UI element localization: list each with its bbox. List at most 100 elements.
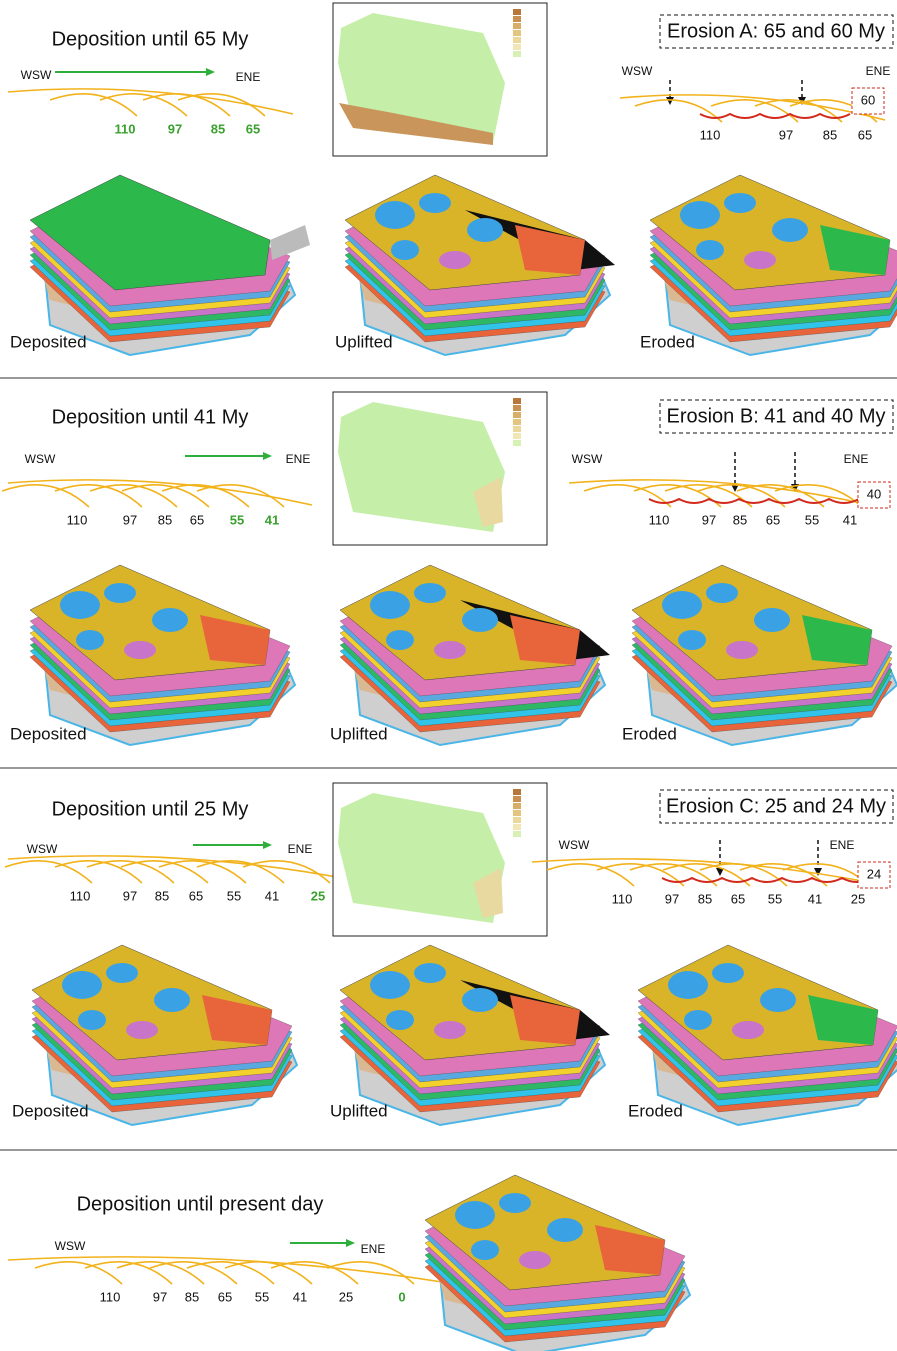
legend-swatch — [513, 789, 521, 795]
age-label: 25 — [311, 888, 325, 903]
age-label: 110 — [67, 512, 88, 527]
outcrop — [510, 615, 580, 665]
section-title: Deposition until present day — [77, 1193, 324, 1215]
age-label: 97 — [779, 127, 793, 142]
outcrop — [680, 201, 720, 229]
strata-line — [711, 100, 798, 122]
model-3d — [632, 565, 897, 745]
age-label: 97 — [153, 1289, 167, 1304]
model-3d — [340, 945, 610, 1125]
outcrop — [62, 971, 102, 999]
outcrop — [515, 225, 585, 275]
legend-swatch — [513, 412, 521, 418]
outcrop — [386, 1010, 414, 1030]
figure: Deposition until 65 MyWSWENE110978565Ero… — [0, 0, 897, 1351]
age-label: 85 — [698, 891, 712, 906]
outcrop — [76, 630, 104, 650]
outcrop — [126, 1021, 158, 1039]
wsw-label: WSW — [572, 452, 603, 466]
outcrop — [712, 963, 744, 983]
outcrop — [370, 971, 410, 999]
age-label: 97 — [702, 512, 716, 527]
strata-line — [532, 859, 878, 884]
legend-swatch — [513, 398, 521, 404]
strata-line — [35, 1262, 122, 1284]
legend-swatch — [513, 405, 521, 411]
age-label: 65 — [218, 1289, 232, 1304]
outcrop — [370, 591, 410, 619]
age-label: 25 — [851, 891, 865, 906]
ene-label: ENE — [236, 70, 261, 84]
outcrop — [547, 1218, 583, 1242]
legend-swatch — [513, 426, 521, 432]
model-label: Eroded — [640, 332, 695, 351]
age-label: 85 — [733, 512, 747, 527]
wsw-label: WSW — [21, 68, 52, 82]
model-label: Uplifted — [335, 332, 393, 351]
outcrop — [455, 1201, 495, 1229]
legend-swatch — [513, 9, 521, 15]
age-label: 110 — [70, 888, 91, 903]
legend-swatch — [513, 419, 521, 425]
outcrop — [414, 963, 446, 983]
value-box-label: 24 — [867, 866, 881, 881]
strata-line — [2, 485, 89, 507]
age-label: 97 — [168, 121, 182, 136]
model-label: Uplifted — [330, 1101, 388, 1120]
age-label: 65 — [731, 891, 745, 906]
outcrop — [439, 251, 471, 269]
strata-line — [327, 1262, 414, 1284]
model-label: Deposited — [12, 1101, 89, 1120]
age-label: 110 — [612, 891, 633, 906]
outcrop — [668, 971, 708, 999]
wsw-label: WSW — [622, 64, 653, 78]
outcrop — [414, 583, 446, 603]
outcrop — [78, 1010, 106, 1030]
erosion-title: Erosion B: 41 and 40 My — [666, 405, 885, 427]
ene-label: ENE — [844, 452, 869, 466]
outcrop — [386, 630, 414, 650]
age-label: 85 — [211, 121, 225, 136]
outcrop — [124, 641, 156, 659]
model-label: Deposited — [10, 724, 87, 743]
outcrop — [808, 995, 878, 1045]
age-label: 85 — [158, 512, 172, 527]
outcrop — [820, 225, 890, 275]
outcrop — [467, 218, 503, 242]
model-label: Eroded — [622, 724, 677, 743]
age-label: 25 — [339, 1289, 353, 1304]
strata-line — [8, 856, 358, 881]
ene-label: ENE — [288, 842, 313, 856]
arrow-head — [206, 68, 215, 76]
legend-swatch — [513, 817, 521, 823]
value-box-label: 60 — [861, 92, 875, 107]
outcrop — [104, 583, 136, 603]
age-label: 0 — [398, 1289, 405, 1304]
outcrop — [706, 583, 738, 603]
outcrop — [419, 193, 451, 213]
age-label: 110 — [100, 1289, 121, 1304]
outcrop — [772, 218, 808, 242]
model-3d — [30, 565, 295, 745]
age-label: 55 — [805, 512, 819, 527]
outcrop — [510, 995, 580, 1045]
strata-line — [5, 861, 92, 883]
section-title: Deposition until 25 My — [52, 798, 249, 820]
outcrop — [391, 240, 419, 260]
outcrop — [499, 1193, 531, 1213]
model-label: Eroded — [628, 1101, 683, 1120]
ene-label: ENE — [830, 838, 855, 852]
model-3d — [345, 175, 615, 355]
outcrop — [462, 608, 498, 632]
model-3d — [425, 1175, 690, 1351]
wsw-label: WSW — [25, 452, 56, 466]
outcrop — [678, 630, 706, 650]
legend-swatch — [513, 37, 521, 43]
model-3d — [340, 565, 610, 745]
strata-line — [547, 864, 634, 886]
model-label: Uplifted — [330, 724, 388, 743]
model-3d — [650, 175, 897, 355]
strata-line — [635, 100, 722, 122]
outcrop — [760, 988, 796, 1012]
age-label: 110 — [115, 121, 136, 136]
